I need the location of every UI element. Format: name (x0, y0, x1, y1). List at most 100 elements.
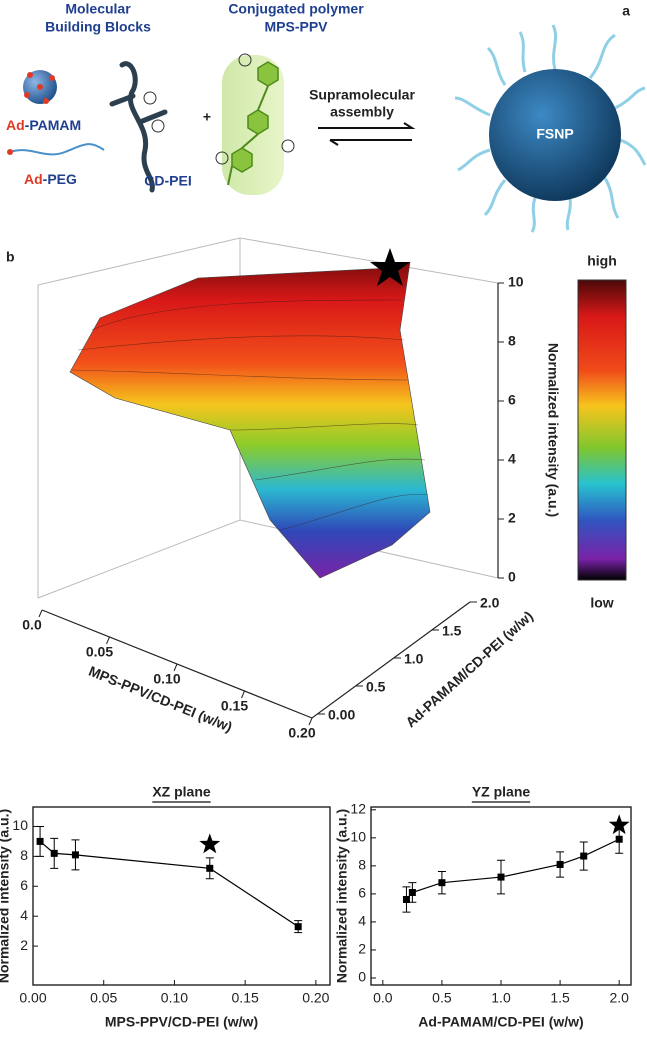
data-point (497, 873, 505, 881)
blocks-title: Molecular (65, 1, 131, 17)
x-tick-label: 2.0 (609, 990, 629, 1006)
x-tick-label: 1.5 (550, 990, 570, 1006)
data-point (71, 851, 79, 859)
highlight-star (608, 814, 630, 835)
x-tick-label: 0.15 (221, 698, 248, 714)
x-tick (241, 690, 245, 699)
plot-frame (32, 806, 331, 986)
data-point (402, 896, 410, 904)
x-tick-label: 1.0 (491, 990, 511, 1006)
z-tick-label: 0 (508, 569, 516, 585)
z-tick-label: 4 (508, 451, 516, 467)
arrow-label: Supramolecular (309, 87, 415, 103)
y-tick-label: 0 (358, 969, 366, 985)
data-point (408, 888, 416, 896)
cd-pei-label: CD-PEI (144, 173, 191, 189)
colorbar-low: low (590, 595, 613, 611)
x-tick-label: 0.20 (288, 725, 315, 741)
surface (69, 261, 431, 579)
data-point (580, 852, 588, 860)
y-tick-label: 4 (20, 907, 28, 923)
y-tick-label: 2 (358, 941, 366, 957)
chart-title: XZ plane (152, 784, 211, 800)
pamam-dots (24, 72, 55, 104)
y-tick-label: 2.0 (480, 595, 500, 611)
x-tick (38, 609, 43, 618)
peg-end (7, 149, 13, 155)
data-point (36, 837, 44, 845)
x-tick-label: 0.0 (373, 990, 393, 1006)
y-tick-label: 12 (350, 801, 366, 817)
contours (71, 299, 429, 531)
data-point (294, 923, 302, 931)
polymer-title: Conjugated polymer (228, 1, 364, 17)
x-tick-label: 0.0 (22, 617, 42, 633)
y-tick-label: 10 (12, 817, 28, 833)
x-axis-label: MPS-PPV/CD-PEI (w/w) (105, 1014, 258, 1030)
charge (238, 53, 252, 67)
z-axis-label: Normalized intensity (a.u.) (545, 343, 561, 517)
y-tick-label: 2 (20, 937, 28, 953)
blocks-title: Building Blocks (45, 19, 151, 35)
y-tick-label: 6 (358, 885, 366, 901)
data-point (556, 860, 564, 868)
x-tick (173, 663, 178, 672)
data-line (405, 838, 620, 900)
x-tick-label: 0.15 (232, 990, 259, 1006)
y-tick-label: 8 (358, 857, 366, 873)
polymer-title: MPS-PPV (264, 19, 328, 35)
charge (215, 151, 229, 165)
y-tick-label: 10 (350, 829, 366, 845)
x-tick (308, 717, 313, 726)
x-tick-label: 0.00 (19, 990, 46, 1006)
data-point (50, 849, 58, 857)
chart-title: YZ plane (472, 784, 531, 800)
y-tick-label: 4 (358, 913, 366, 929)
charge (143, 91, 157, 105)
panel-a: a Molecular Building Blocks Conjugated p… (6, 1, 647, 233)
panel-label: b (6, 249, 15, 265)
arrow-label: assembly (330, 104, 394, 120)
ad-pamam-label: Ad-PAMAM (6, 117, 81, 133)
x-tick-label: 0.5 (432, 990, 452, 1006)
panel-b: b high low Normalized intensity (a.u.) M… (6, 237, 627, 735)
x-tick-label: 0.05 (90, 990, 117, 1006)
y-axis-label: Ad-PAMAM/CD-PEI (w/w) (402, 608, 536, 731)
y-axis-label: Normalized intensity (a.u.) (334, 809, 350, 983)
y-tick-label: 8 (20, 847, 28, 863)
y-tick-label: 1.0 (404, 651, 424, 667)
z-tick-label: 6 (508, 392, 516, 408)
x-tick-label: 0.10 (153, 671, 180, 687)
equilibrium-arrow (318, 122, 416, 146)
data-point (438, 879, 446, 887)
y-tick-label: 0.5 (366, 679, 386, 695)
y-axis-label: Normalized intensity (a.u.) (0, 809, 12, 983)
x-axis-label: Ad-PAMAM/CD-PEI (w/w) (418, 1014, 583, 1030)
z-tick-label: 10 (508, 274, 524, 290)
plus: + (203, 109, 211, 125)
star (370, 248, 410, 286)
z-tick-label: 2 (508, 510, 516, 526)
x-tick-label: 0.20 (302, 990, 329, 1006)
charge (281, 139, 295, 153)
peg-shell (454, 24, 647, 233)
ad-peg-label: Ad-PEG (24, 171, 77, 187)
x-tick-label: 0.05 (86, 644, 113, 660)
charge (151, 119, 165, 133)
colorbar-high: high (587, 253, 617, 269)
cd-pei-icon (109, 61, 168, 193)
x-tick (106, 636, 110, 645)
highlight-star (199, 833, 221, 854)
z-tick-label: 8 (508, 333, 516, 349)
y-tick-label: 6 (20, 877, 28, 893)
data-point (206, 864, 214, 872)
panel-label: a (622, 3, 630, 19)
polymer-chain (227, 85, 269, 186)
y-tick-label: 0.00 (328, 707, 355, 723)
peg-icon (9, 143, 105, 156)
nanoparticle (489, 69, 621, 201)
data-point (615, 835, 623, 843)
x-tick-label: 0.10 (161, 990, 188, 1006)
y-tick-label: 1.5 (442, 623, 462, 639)
particle-label: FSNP (536, 126, 573, 142)
